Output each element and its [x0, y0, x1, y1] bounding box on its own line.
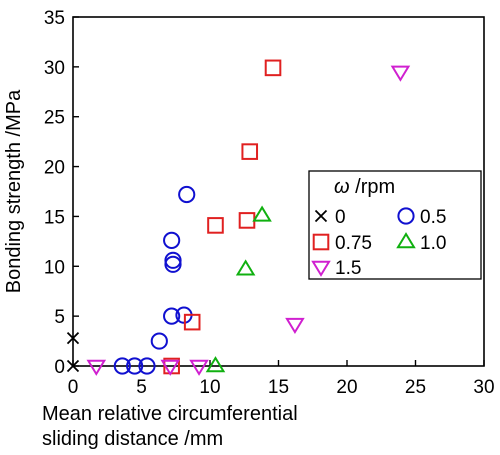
x-tick-label: 10	[199, 377, 220, 398]
legend-label: 1.0	[420, 233, 446, 254]
data-point	[235, 259, 256, 276]
data-point	[66, 359, 80, 373]
data-point	[189, 359, 209, 376]
y-tick-label: 10	[44, 257, 65, 278]
series-triangle-up	[205, 205, 272, 373]
data-marks	[66, 59, 411, 376]
y-tick-label: 15	[44, 207, 65, 228]
data-point	[113, 357, 131, 375]
data-point	[285, 317, 305, 335]
data-point	[138, 357, 156, 375]
data-point	[252, 205, 272, 222]
x-tick-label: 30	[473, 377, 494, 398]
data-point	[164, 251, 182, 269]
legend-title-omega: ω	[334, 176, 350, 198]
legend-label: 0.5	[420, 207, 446, 228]
x-axis-title-line-1: Mean relative circumferential	[42, 403, 298, 425]
legend-marker	[311, 260, 331, 277]
legend-marker	[312, 233, 330, 251]
x-tick-label: 5	[136, 377, 147, 398]
legend-item: 1.0	[396, 232, 446, 254]
legend-title: ω /rpm	[334, 176, 395, 198]
legend-item: 0.75	[312, 233, 372, 254]
y-tick-label: 20	[44, 158, 65, 179]
data-point	[160, 359, 181, 376]
data-point	[238, 212, 256, 229]
y-tick-label: 25	[44, 108, 65, 129]
y-tick-label: 5	[54, 307, 65, 328]
legend-item: 0	[314, 207, 346, 228]
legend-box	[308, 170, 482, 280]
data-point	[150, 332, 168, 350]
legend-item: 0.5	[397, 207, 446, 228]
data-point	[178, 185, 196, 204]
axis-ticks: 0 5 10 15 20 25 30 0 5 10 15 20 25 30 35	[44, 8, 495, 398]
x-tick-label: 25	[405, 377, 426, 398]
legend-marker	[397, 207, 415, 225]
series-square	[163, 59, 282, 375]
series-circle	[113, 185, 196, 375]
x-tick-label: 15	[268, 377, 289, 398]
data-point	[183, 313, 201, 331]
legend-items: 0 0.5 0.75 1.0 1.5	[311, 207, 446, 279]
legend-label: 0.75	[335, 233, 372, 254]
series-triangle-down	[86, 65, 411, 376]
legend-label: 1.5	[335, 258, 361, 279]
data-point	[264, 59, 282, 77]
data-point	[241, 143, 259, 160]
legend-item: 1.5	[311, 258, 361, 279]
data-point	[207, 217, 224, 234]
x-tick-label: 0	[68, 377, 79, 398]
y-tick-label: 35	[44, 8, 65, 29]
data-point	[163, 231, 181, 249]
y-axis-title: Bonding strength /MPa	[3, 89, 25, 293]
data-point	[126, 357, 144, 375]
x-axis-title-line-2: sliding distance /mm	[42, 428, 223, 450]
legend-label: 0	[335, 207, 346, 228]
y-tick-label: 30	[44, 58, 65, 79]
y-tick-label: 0	[54, 357, 65, 378]
legend: ω /rpm 0 0.5 0.75 1.0 1.5	[308, 170, 482, 280]
legend-marker	[396, 232, 416, 249]
data-point	[390, 65, 411, 82]
data-point	[163, 307, 181, 325]
data-point	[205, 356, 226, 373]
data-point	[66, 331, 80, 345]
series-x	[66, 331, 80, 373]
legend-title-unit: /rpm	[350, 176, 396, 198]
legend-marker	[314, 209, 328, 223]
x-tick-label: 20	[336, 377, 357, 398]
data-point	[86, 359, 107, 376]
